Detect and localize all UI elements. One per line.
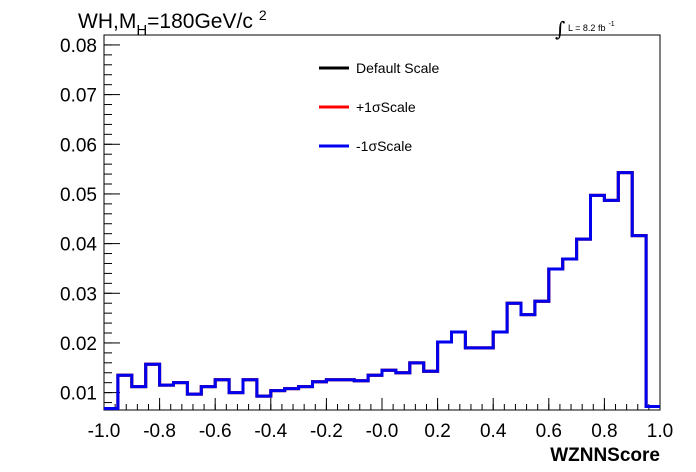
y-axis-ticks: 0.01 0.02 0.03 0.04 0.05 0.06 0.07 0.08 xyxy=(60,36,120,405)
integral-sign: ∫ xyxy=(555,17,565,41)
legend-entry-label: Default Scale xyxy=(356,60,439,76)
x-axis-ticks: -1.0 -0.8 -0.6 -0.4 -0.2 -0.0 0.2 0.4 0.6 0.8 1.0 xyxy=(88,398,673,442)
lumi-superscript: -1 xyxy=(608,21,614,28)
y-tick-label: 0.03 xyxy=(60,284,97,305)
x-tick-label: -0.8 xyxy=(143,421,176,442)
y-tick-label: 0.05 xyxy=(60,185,97,206)
x-tick-label: 0.2 xyxy=(424,421,450,442)
series-line-2 xyxy=(104,171,660,411)
series-layer xyxy=(104,171,660,411)
title-superscript: 2 xyxy=(259,7,267,23)
x-tick-label: -0.0 xyxy=(366,421,399,442)
x-tick-label: 0.6 xyxy=(536,421,562,442)
x-tick-label: 0.8 xyxy=(591,421,617,442)
lumi-label: L = 8.2 fb -1 xyxy=(568,21,615,33)
x-tick-label: -1.0 xyxy=(88,421,121,442)
y-tick-label: 0.06 xyxy=(60,135,97,156)
x-tick-label: -0.4 xyxy=(254,421,287,442)
x-tick-label: 0.4 xyxy=(480,421,507,442)
y-tick-label: 0.08 xyxy=(60,36,97,57)
title-subscript: H xyxy=(136,22,147,39)
x-tick-label: -0.2 xyxy=(310,421,343,442)
x-tick-label: -0.6 xyxy=(199,421,232,442)
y-tick-label: 0.01 xyxy=(60,384,97,405)
legend: Default Scale +1σScale -1σScale xyxy=(319,60,439,154)
y-tick-label: 0.07 xyxy=(60,86,97,107)
legend-entry-label: +1σScale xyxy=(356,99,416,115)
y-tick-label: 0.02 xyxy=(60,334,97,355)
y-tick-label: 0.04 xyxy=(60,235,97,256)
plot-frame xyxy=(103,34,661,411)
chart-title: WH,MH=180GeV/c 2 xyxy=(78,7,267,39)
legend-entry-label: -1σScale xyxy=(356,138,412,154)
x-axis-label: WZNNScore xyxy=(550,445,660,466)
title-main: WH,M xyxy=(78,10,136,33)
title-rest: =180GeV/c xyxy=(147,10,253,33)
lumi-text: L = 8.2 fb xyxy=(568,23,605,33)
x-tick-label: 1.0 xyxy=(647,421,673,442)
